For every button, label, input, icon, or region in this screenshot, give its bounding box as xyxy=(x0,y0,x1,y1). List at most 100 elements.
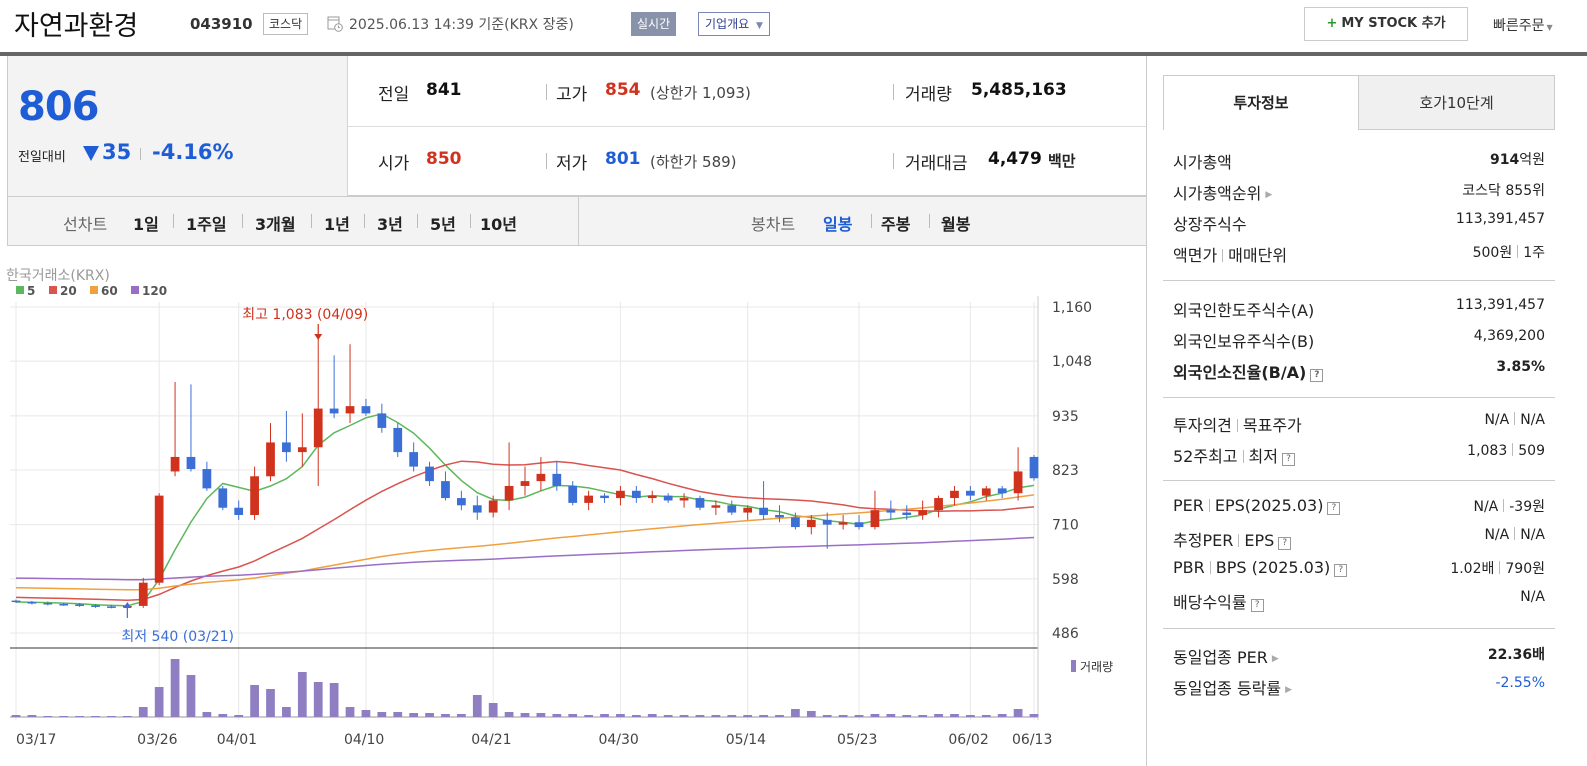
volume-bar xyxy=(11,715,21,717)
chevron-down-icon: ▼ xyxy=(756,21,763,31)
help-icon[interactable]: ? xyxy=(1327,502,1341,515)
dividend-label-wrap: 배당수익률? xyxy=(1173,589,1264,613)
x-tick-label: 05/14 xyxy=(726,732,766,748)
candle-body xyxy=(822,519,832,525)
realtime-button[interactable]: 실시간 xyxy=(631,12,677,36)
help-icon[interactable]: ? xyxy=(1310,369,1324,382)
x-tick-label: 04/30 xyxy=(598,732,638,748)
x-tick-label: 04/10 xyxy=(344,732,384,748)
y-tick-label: 598 xyxy=(1052,572,1079,588)
help-icon[interactable]: ? xyxy=(1278,537,1292,550)
period-separator xyxy=(311,214,312,228)
candle-body xyxy=(377,413,387,428)
tab-investment-info[interactable]: 투자정보 xyxy=(1163,75,1359,130)
per-row: PER EPS(2025.03)? N/A -39원 xyxy=(1173,492,1545,523)
separator xyxy=(1512,443,1514,456)
period-1d[interactable]: 1일 xyxy=(133,215,159,234)
candle-body xyxy=(138,582,148,606)
volume-bar xyxy=(854,715,864,717)
volume-bar xyxy=(75,716,84,717)
candle-daily[interactable]: 일봉 xyxy=(823,215,853,234)
candle-body xyxy=(75,604,84,606)
pbr-value-wrap: 1.02배 790원 xyxy=(1450,558,1545,578)
period-3y[interactable]: 3년 xyxy=(377,215,403,234)
trading-amount-unit: 백만 xyxy=(1048,152,1076,170)
price-chart[interactable]: 한국거래소(KRX) 5 20 60 120 1,160 1,048 935 823 710 598… xyxy=(0,246,1147,766)
ma-legend-swatch xyxy=(16,286,24,294)
candle-monthly[interactable]: 월봉 xyxy=(941,215,971,234)
help-icon[interactable]: ? xyxy=(1334,564,1348,577)
period-1y[interactable]: 1년 xyxy=(324,215,350,234)
volume-bar xyxy=(234,715,244,717)
candle-body xyxy=(838,522,848,525)
period-5y[interactable]: 5년 xyxy=(430,215,456,234)
candle-body xyxy=(902,512,912,515)
sector-per-row[interactable]: 동일업종 PER ▶ 22.36배 xyxy=(1173,640,1545,671)
volume-bar xyxy=(775,715,784,717)
current-price: 806 xyxy=(18,84,99,130)
candle-weekly[interactable]: 주봉 xyxy=(881,215,911,234)
quick-order-button[interactable]: 빠른주문 ▼ xyxy=(1493,15,1553,35)
caret-right-icon: ▶ xyxy=(1271,654,1279,664)
add-my-stock-button[interactable]: + MY STOCK 추가 xyxy=(1304,7,1468,41)
company-overview-dropdown[interactable]: 기업개요 ▼ xyxy=(698,12,770,36)
volume-bar xyxy=(504,712,514,717)
volume-bar xyxy=(679,715,689,717)
candle-body xyxy=(297,447,307,453)
week52-high-label: 52주최고 xyxy=(1173,447,1238,466)
price-summary: 806 전일대비 35 -4.16% 전일 841 고가 854 (상한가 1,… xyxy=(7,56,1147,196)
volume-bar xyxy=(472,695,482,717)
current-price-box: 806 전일대비 35 -4.16% xyxy=(8,56,348,196)
candle-body xyxy=(918,510,928,515)
change-label: 전일대비 xyxy=(18,150,66,165)
volume-legend-swatch xyxy=(1071,660,1076,672)
volume-bar xyxy=(297,672,307,717)
candle-chart-label: 봉차트 xyxy=(751,215,796,234)
volume-bar xyxy=(727,715,737,717)
foreign-ratio-value: 3.85% xyxy=(1496,359,1545,375)
open-label: 시가 xyxy=(378,154,410,174)
volume-bar xyxy=(663,715,673,717)
volume-bar xyxy=(377,712,387,717)
volume-bar xyxy=(170,659,180,717)
x-tick-label: 06/02 xyxy=(948,732,988,748)
candle-body xyxy=(504,485,514,501)
period-10y[interactable]: 10년 xyxy=(480,215,517,234)
help-icon[interactable]: ? xyxy=(1281,453,1295,466)
sector-change-row[interactable]: 동일업종 등락률 ▶ -2.55% xyxy=(1173,671,1545,702)
help-icon[interactable]: ? xyxy=(1250,599,1264,612)
volume-bar xyxy=(600,714,609,717)
volume-bar xyxy=(997,714,1007,717)
candle-body xyxy=(329,408,339,414)
candle-body xyxy=(631,490,641,499)
x-tick-label: 03/17 xyxy=(16,732,56,748)
bps-label: BPS (2025.03) xyxy=(1215,558,1331,577)
period-bar-divider xyxy=(578,197,579,245)
upper-limit: (상한가 1,093) xyxy=(650,84,751,102)
volume-bar xyxy=(59,716,69,717)
volume-bar xyxy=(934,714,943,717)
volume-bar xyxy=(441,714,450,717)
chevron-down-icon: ▼ xyxy=(1546,23,1553,32)
est-eps-value: N/A xyxy=(1520,527,1545,543)
ma-legend-label: 20 xyxy=(60,284,77,298)
ma-120-line xyxy=(15,536,1035,581)
y-tick-label: 935 xyxy=(1052,409,1079,425)
period-1w[interactable]: 1주일 xyxy=(186,215,227,234)
volume-bar xyxy=(186,675,196,717)
add-my-stock-label: MY STOCK 추가 xyxy=(1341,16,1446,31)
summary-row-divider xyxy=(348,126,1146,127)
y-tick-label: 1,160 xyxy=(1052,300,1092,316)
opinion-value-wrap: N/A N/A xyxy=(1484,412,1545,428)
volume-bar xyxy=(488,703,498,717)
volume-bar xyxy=(457,714,466,717)
ma-legend-swatch xyxy=(90,286,98,294)
calendar-clock-icon xyxy=(327,16,343,32)
market-cap-rank-row[interactable]: 시가총액순위 ▶ 코스닥 855위 xyxy=(1173,176,1545,207)
tab-order-book[interactable]: 호가10단계 xyxy=(1359,75,1555,130)
candle-body xyxy=(552,473,562,486)
volume-bar xyxy=(806,711,816,717)
candle-body xyxy=(393,427,403,453)
period-3m[interactable]: 3개월 xyxy=(255,215,296,234)
ma-legend-label: 5 xyxy=(27,284,35,298)
